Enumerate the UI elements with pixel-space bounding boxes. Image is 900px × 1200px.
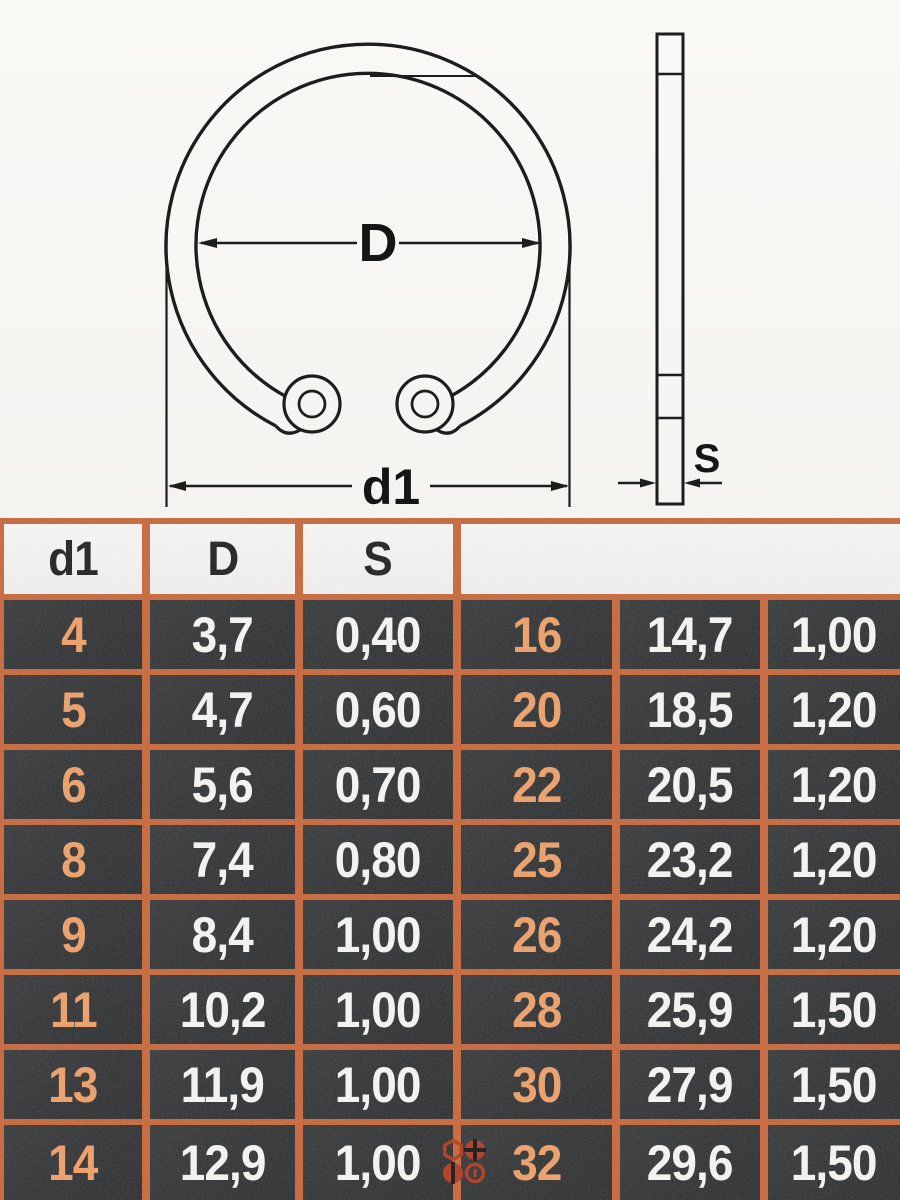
left-lug: [282, 374, 342, 434]
spec-cell-S-row5: 1,00: [303, 900, 453, 969]
header-blank: [461, 524, 900, 594]
spec-cell-D-row8: 29,6: [620, 1125, 760, 1200]
circlip-technical-drawing: D d1 S: [0, 0, 900, 518]
circlip-front-view: [164, 42, 572, 435]
right-lug-hole: [410, 389, 440, 419]
spec-cell-d1-row7: 13: [4, 1050, 142, 1119]
dimension-d1: [165, 242, 571, 507]
spec-cell-d1-row6: 11: [4, 975, 142, 1044]
spec-cell-D-row1: 3,7: [150, 600, 295, 669]
spec-cell-d1-row7: 30: [461, 1050, 612, 1119]
right-lug: [395, 374, 455, 434]
spec-cell-d1-row1: 16: [461, 600, 612, 669]
spec-cell-S-row8: 1,00: [303, 1125, 453, 1200]
spec-cell-d1-row4: 25: [461, 825, 612, 894]
spec-cell-d1-row2: 20: [461, 675, 612, 744]
spec-cell-D-row2: 18,5: [620, 675, 760, 744]
spec-cell-D-row3: 20,5: [620, 750, 760, 819]
circlip-drawing-svg: D d1 S: [164, 32, 722, 515]
dimension-S: [618, 478, 722, 488]
label-D: D: [359, 213, 398, 273]
spec-cell-d1-row3: 22: [461, 750, 612, 819]
spec-cell-D-row8: 12,9: [150, 1125, 295, 1200]
spec-cell-d1-row5: 26: [461, 900, 612, 969]
label-S: S: [694, 437, 721, 481]
spec-cell-S-row7: 1,50: [768, 1050, 900, 1119]
circlip-side-view: [655, 32, 685, 506]
header-S: S: [303, 524, 453, 594]
spec-cell-S-row2: 1,20: [768, 675, 900, 744]
spec-cell-S-row1: 1,00: [768, 600, 900, 669]
spec-cell-d1-row1: 4: [4, 600, 142, 669]
dimension-D: [198, 238, 541, 248]
spec-cell-D-row4: 7,4: [150, 825, 295, 894]
spec-cell-S-row8: 1,50: [768, 1125, 900, 1200]
spec-cell-d1-row8: 14: [4, 1125, 142, 1200]
spec-cell-d1-row6: 28: [461, 975, 612, 1044]
spec-cell-D-row6: 25,9: [620, 975, 760, 1044]
spec-cell-S-row7: 1,00: [303, 1050, 453, 1119]
spec-cell-D-row6: 10,2: [150, 975, 295, 1044]
spec-cell-D-row5: 24,2: [620, 900, 760, 969]
spec-cell-d1-row3: 6: [4, 750, 142, 819]
spec-cell-S-row6: 1,50: [768, 975, 900, 1044]
spec-cell-S-row4: 0,80: [303, 825, 453, 894]
header-d1: d1: [4, 524, 142, 594]
spec-cell-D-row1: 14,7: [620, 600, 760, 669]
spec-cell-D-row7: 27,9: [620, 1050, 760, 1119]
spec-cell-S-row3: 1,20: [768, 750, 900, 819]
spec-cell-D-row2: 4,7: [150, 675, 295, 744]
spec-cell-D-row3: 5,6: [150, 750, 295, 819]
left-lug-hole: [297, 389, 327, 419]
spec-cell-S-row3: 0,70: [303, 750, 453, 819]
spec-cell-S-row5: 1,20: [768, 900, 900, 969]
spec-table: d1 D S 4: [0, 518, 900, 1200]
spec-cell-d1-row8: 32: [461, 1125, 612, 1200]
spec-cell-d1-row2: 5: [4, 675, 142, 744]
spec-cell-d1-row4: 8: [4, 825, 142, 894]
spec-cell-S-row4: 1,20: [768, 825, 900, 894]
spec-cell-D-row5: 8,4: [150, 900, 295, 969]
header-D: D: [150, 524, 295, 594]
spec-cell-d1-row5: 9: [4, 900, 142, 969]
spec-cell-S-row2: 0,60: [303, 675, 453, 744]
label-d1: d1: [362, 459, 420, 515]
spec-cell-D-row7: 11,9: [150, 1050, 295, 1119]
spec-cell-S-row6: 1,00: [303, 975, 453, 1044]
spec-cell-S-row1: 0,40: [303, 600, 453, 669]
spec-cell-D-row4: 23,2: [620, 825, 760, 894]
